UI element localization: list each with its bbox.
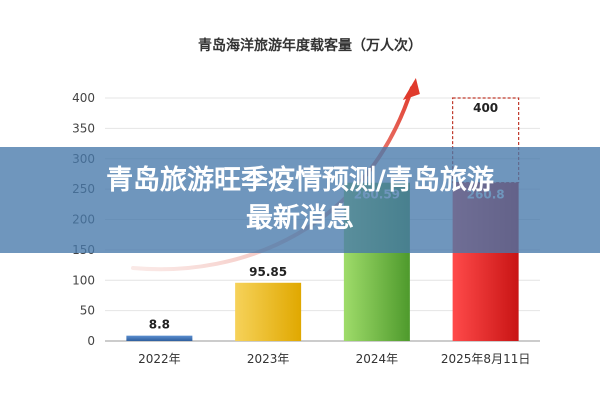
y-tick-label: 350 bbox=[72, 121, 95, 135]
x-tick-label: 2022年 bbox=[138, 352, 181, 366]
y-tick-label: 100 bbox=[72, 273, 95, 287]
banner-line-2: 最新消息 bbox=[246, 203, 354, 234]
headline-banner: 青岛旅游旺季疫情预测/青岛旅游 最新消息 bbox=[0, 147, 600, 253]
data-label: 95.85 bbox=[249, 265, 287, 279]
data-label: 8.8 bbox=[149, 318, 170, 332]
x-tick-label: 2023年 bbox=[247, 352, 290, 366]
y-tick-label: 50 bbox=[80, 304, 95, 318]
growth-arrow-head bbox=[402, 78, 420, 100]
chart-title: 青岛海洋旅游年度载客量（万人次） bbox=[198, 37, 422, 54]
x-tick-label: 2024年 bbox=[356, 352, 399, 366]
projection-label: 400 bbox=[473, 101, 498, 115]
banner-line-1: 青岛旅游旺季疫情预测/青岛旅游 bbox=[106, 165, 494, 196]
y-tick-label: 0 bbox=[87, 334, 95, 348]
x-tick-label: 2025年8月11日 bbox=[441, 352, 530, 366]
bar-1 bbox=[235, 282, 302, 341]
bar-0 bbox=[126, 335, 193, 341]
projection-box bbox=[452, 97, 520, 184]
y-tick-label: 400 bbox=[72, 91, 95, 105]
